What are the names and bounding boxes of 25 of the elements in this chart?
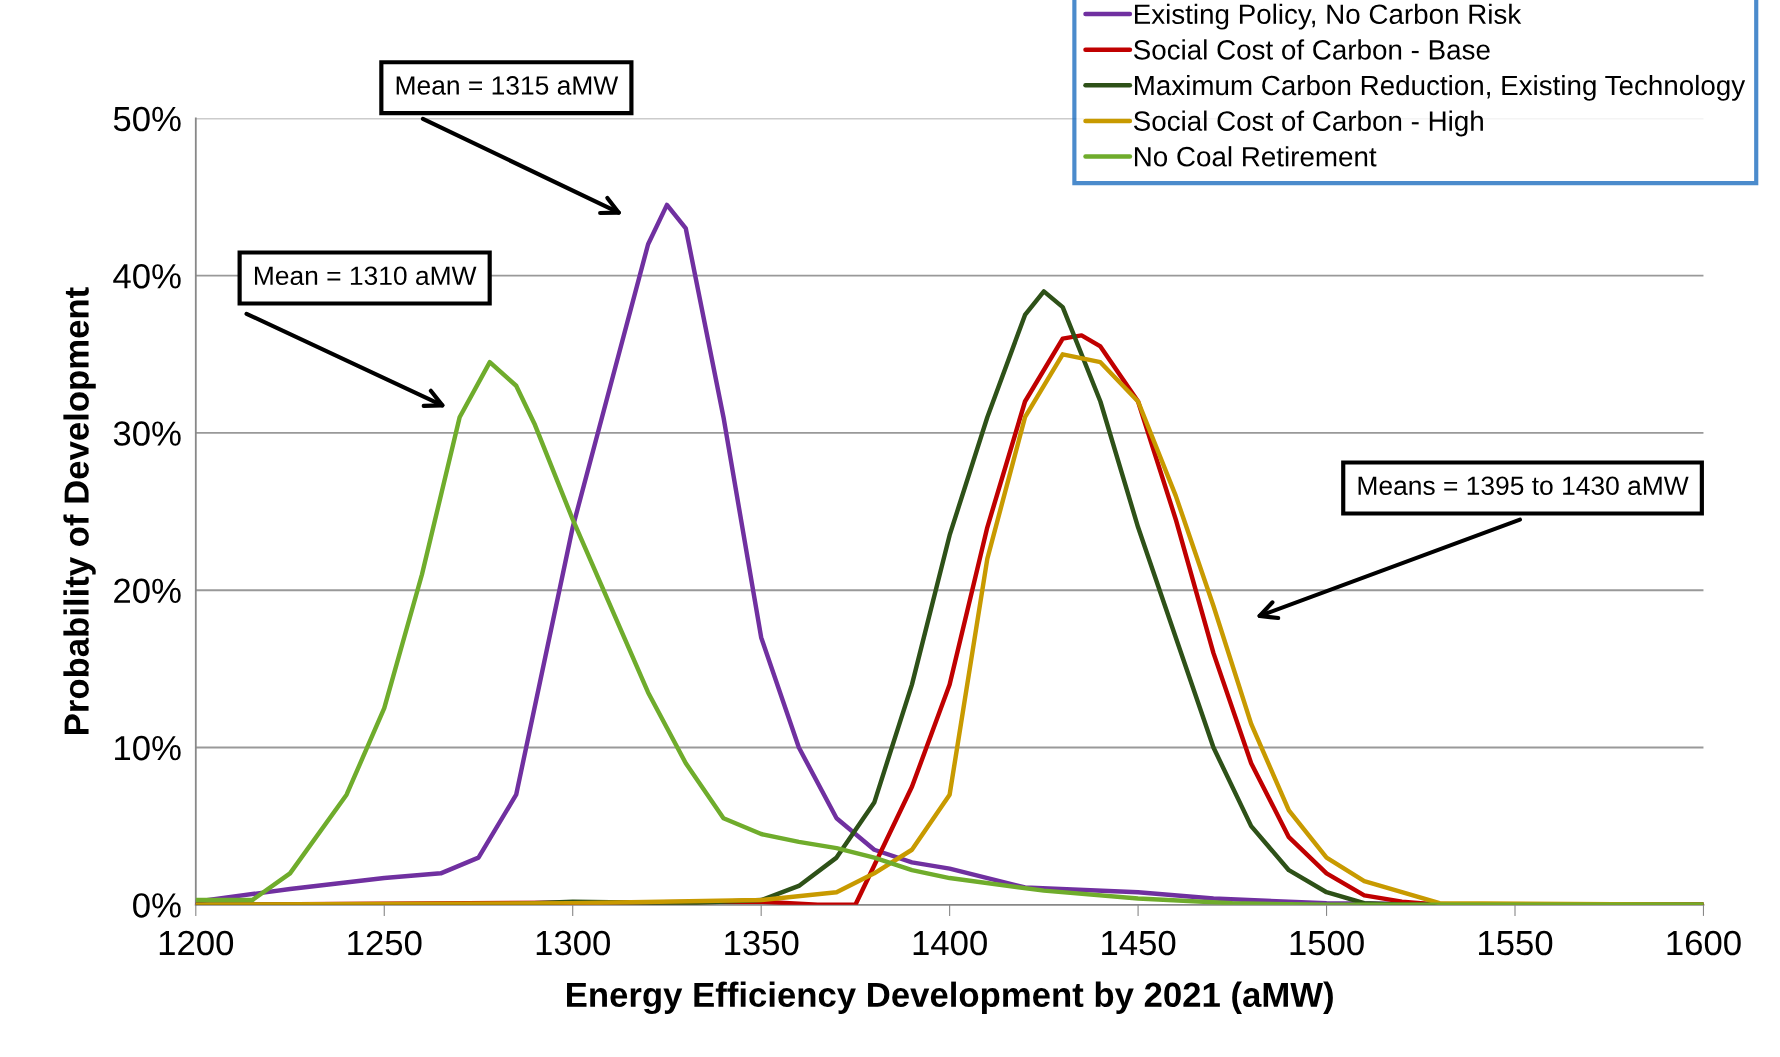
x-tick-label: 1450 [1102,930,1176,956]
y-tick-label: 40% [113,264,181,289]
x-tick-label: 1350 [725,930,799,956]
legend-label: Social Cost of Carbon - High [1133,110,1483,137]
x-tick-label: 1600 [1667,930,1741,956]
y-axis-title: Probability of Development [63,287,96,735]
x-tick-label: 1300 [536,930,610,956]
annotation: Mean = 1310 aMW [254,266,477,286]
y-tick-label: 50% [113,106,181,132]
legend-label: No Coal Retirement [1134,146,1377,167]
y-tick-label: 10% [115,735,181,761]
x-tick-label: 1200 [159,930,234,956]
y-tick-label: 20% [114,578,181,604]
x-tick-label: 1250 [348,930,422,956]
x-tick-label: 1400 [913,930,987,956]
legend-label: Maximum Carbon Reduction, Existing Technology [1134,74,1746,101]
x-tick-label: 1550 [1479,930,1553,956]
legend-label: Social Cost of Carbon - Base [1133,39,1490,60]
y-tick-label: 0% [133,893,181,918]
legend-label: Existing Policy, No Carbon Risk [1134,3,1522,30]
annotation: Means = 1395 to 1430 aMW [1358,476,1689,496]
text: Mean = 1315 aMW [396,76,619,95]
x-axis-title: Energy Efficiency Development by 2021 (aMW) [567,981,1333,1015]
y-tick-label: 30% [113,421,181,446]
x-tick-label: 1500 [1290,930,1364,956]
